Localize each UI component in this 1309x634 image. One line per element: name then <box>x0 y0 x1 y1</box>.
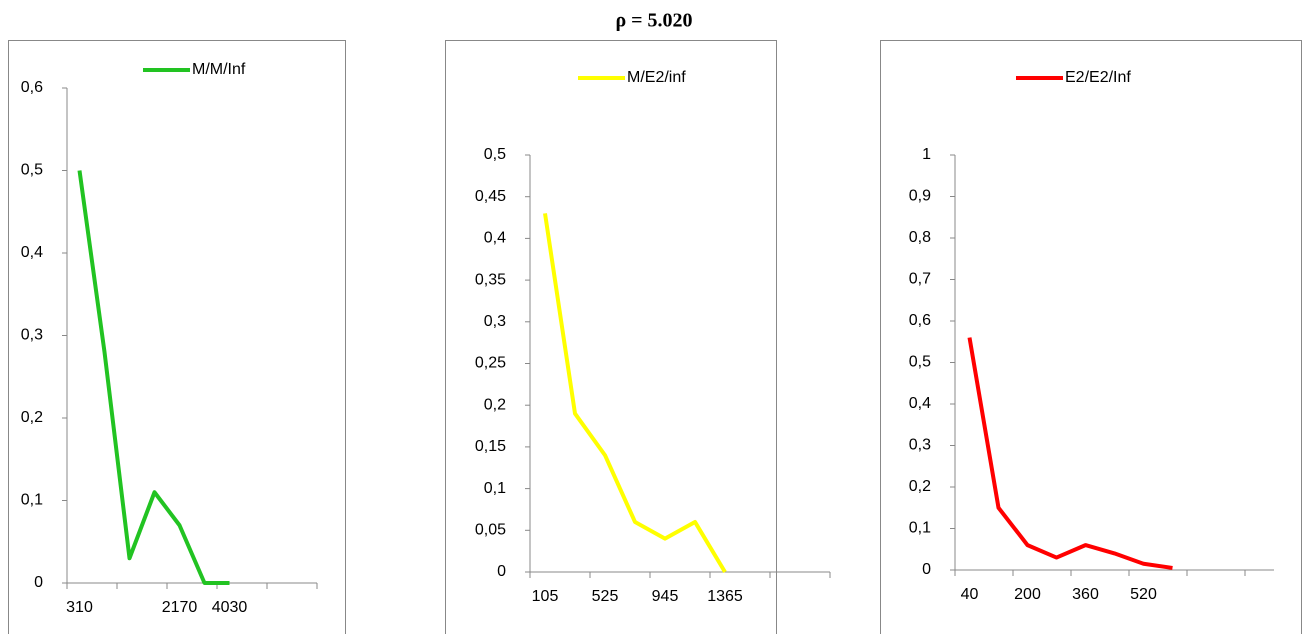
y-tick-label: 1 <box>922 146 931 163</box>
y-tick-label: 0,35 <box>475 271 506 288</box>
y-tick-label: 0,1 <box>21 492 43 509</box>
y-tick-label: 0,15 <box>475 438 506 455</box>
y-tick-label: 0,8 <box>909 229 931 246</box>
y-tick-label: 0,9 <box>909 188 931 205</box>
panel <box>8 40 346 634</box>
x-tick-label: 1365 <box>707 588 743 605</box>
y-tick-label: 0,2 <box>21 409 43 426</box>
y-tick-label: 0,5 <box>21 162 43 179</box>
y-tick-label: 0,2 <box>484 396 506 413</box>
x-tick-label: 105 <box>532 588 559 605</box>
y-tick-label: 0,3 <box>909 437 931 454</box>
y-tick-label: 0,6 <box>21 79 43 96</box>
y-tick-label: 0,6 <box>909 312 931 329</box>
y-tick-label: 0,4 <box>909 395 931 412</box>
data-line <box>77 170 230 585</box>
x-tick-label: 520 <box>1130 586 1157 603</box>
y-tick-label: 0,4 <box>21 244 43 261</box>
y-tick-label: 0,45 <box>475 188 506 205</box>
y-tick-label: 0,7 <box>909 271 931 288</box>
y-tick-label: 0 <box>922 561 931 578</box>
legend-label: M/E2/inf <box>627 69 686 86</box>
y-tick-label: 0,5 <box>484 146 506 163</box>
y-tick-label: 0,2 <box>909 478 931 495</box>
y-tick-label: 0 <box>34 574 43 591</box>
panel <box>880 40 1302 634</box>
y-tick-label: 0,1 <box>909 520 931 537</box>
legend-label: M/M/Inf <box>192 61 246 78</box>
x-tick-label: 2170 <box>162 599 198 616</box>
y-tick-label: 0 <box>497 563 506 580</box>
panel <box>445 40 777 634</box>
x-tick-label: 40 <box>961 586 979 603</box>
y-tick-label: 0,5 <box>909 354 931 371</box>
x-tick-label: 360 <box>1072 586 1099 603</box>
y-tick-label: 0,1 <box>484 480 506 497</box>
y-tick-label: 0,3 <box>21 327 43 344</box>
x-tick-label: 945 <box>652 588 679 605</box>
data-line <box>543 213 727 574</box>
y-tick-label: 0,25 <box>475 355 506 372</box>
y-tick-label: 0,05 <box>475 522 506 539</box>
x-tick-label: 310 <box>66 599 93 616</box>
x-tick-label: 525 <box>592 588 619 605</box>
data-line <box>967 337 1173 570</box>
x-tick-label: 4030 <box>212 599 248 616</box>
legend-label: E2/E2/Inf <box>1065 69 1131 86</box>
x-tick-label: 200 <box>1014 586 1041 603</box>
y-tick-label: 0,4 <box>484 230 506 247</box>
figure-title: ρ = 5.020 <box>615 10 692 32</box>
y-tick-label: 0,3 <box>484 313 506 330</box>
